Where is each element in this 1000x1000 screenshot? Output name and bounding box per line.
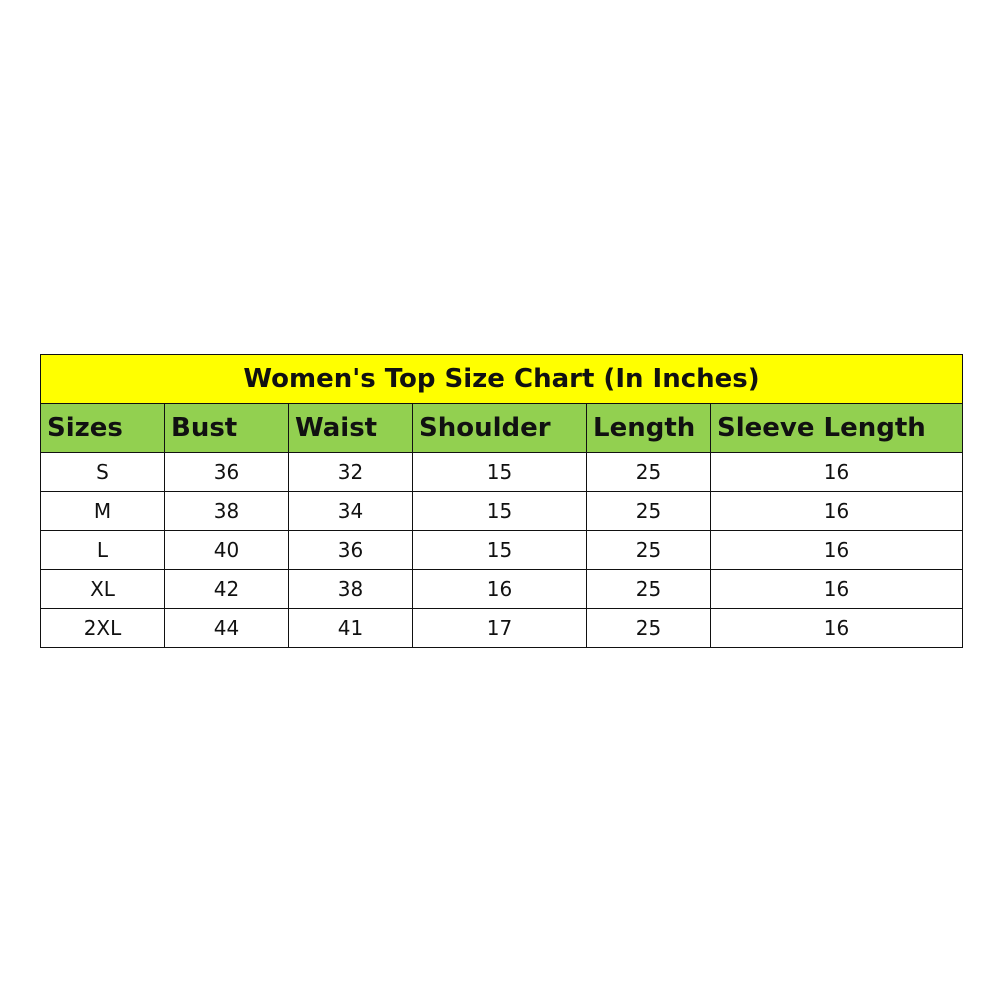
table-cell: 15 [412,491,587,531]
table-cell: 16 [412,569,587,609]
table-row: XL 42 38 16 25 16 [40,569,964,609]
table-cell: 40 [164,530,289,570]
table-cell: 36 [164,452,289,492]
table-cell: 32 [288,452,413,492]
table-cell: 16 [709,530,964,570]
table-cell: 44 [164,608,289,648]
table-cell: 16 [709,491,964,531]
column-header: Bust [164,403,289,453]
table-cell: M [40,491,165,531]
column-header: Waist [288,403,413,453]
column-header: Shoulder [412,403,587,453]
table-row: L 40 36 15 25 16 [40,530,964,570]
table-cell: 25 [586,452,711,492]
column-header: Sizes [40,403,165,453]
table-cell: 41 [288,608,413,648]
table-cell: 16 [709,452,964,492]
column-header: Length [586,403,711,453]
table-cell: L [40,530,165,570]
header-row: Sizes Bust Waist Shoulder Length Sleeve Lengt… [40,403,964,453]
table-row: 2XL 44 41 17 25 16 [40,608,964,648]
table-cell: XL [40,569,165,609]
table-cell: 25 [586,491,711,531]
column-header: Sleeve Length [709,403,964,453]
table-cell: 25 [586,608,711,648]
table-cell: S [40,452,165,492]
table-cell: 42 [164,569,289,609]
table-cell: 38 [288,569,413,609]
table-cell: 36 [288,530,413,570]
table-cell: 34 [288,491,413,531]
size-chart-table: Women's Top Size Chart (In Inches) Sizes… [39,354,964,648]
table-cell: 17 [412,608,587,648]
table-cell: 15 [412,530,587,570]
table-cell: 16 [709,608,964,648]
table-cell: 38 [164,491,289,531]
table-cell: 25 [586,569,711,609]
table-row: S 36 32 15 25 16 [40,452,964,492]
table-row: M 38 34 15 25 16 [40,491,964,531]
table-cell: 16 [709,569,964,609]
table-cell: 2XL [40,608,165,648]
table-title: Women's Top Size Chart (In Inches) [39,354,964,404]
table-cell: 15 [412,452,587,492]
table-cell: 25 [586,530,711,570]
